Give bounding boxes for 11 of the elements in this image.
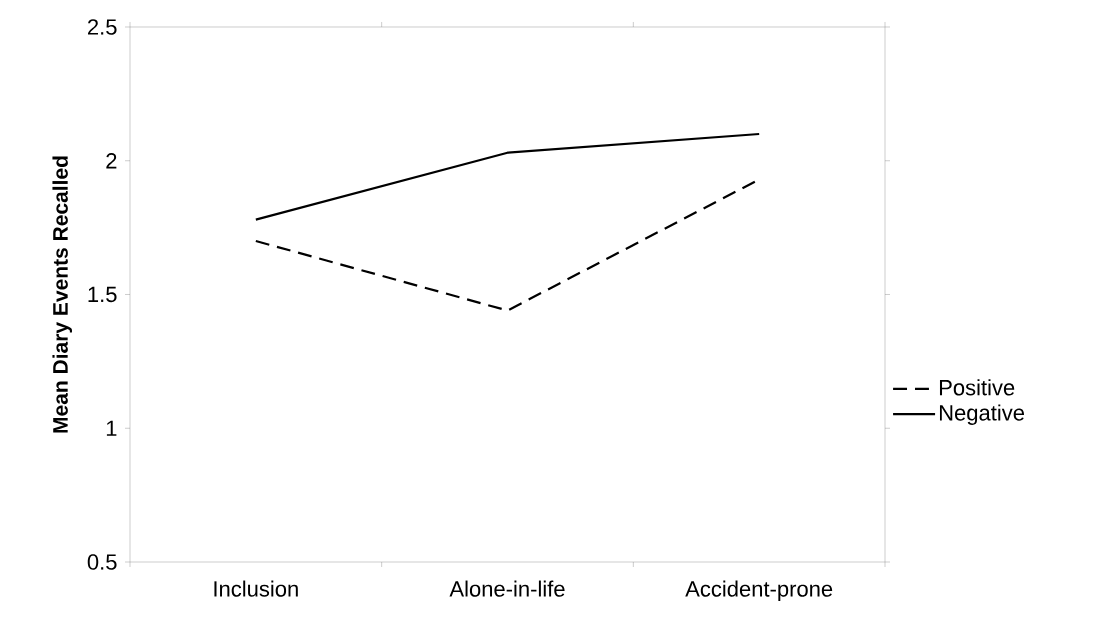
y-tick-label: 1	[106, 420, 117, 436]
x-tick-label: Inclusion	[214, 580, 298, 597]
y-tick-label: 0.5	[87, 554, 117, 570]
x-tick-label: Accident-prone	[685, 580, 833, 602]
x-tick-label: Alone-in-life	[449, 580, 565, 597]
legend-label: Negative	[939, 404, 1025, 425]
y-axis-title: Mean Diary Events Recalled	[52, 156, 73, 433]
y-tick-label: 1.5	[88, 286, 117, 303]
legend-label: Positive	[939, 379, 1015, 396]
y-tick-label: 2.5	[87, 19, 117, 35]
y-tick-label: 2	[106, 153, 117, 169]
